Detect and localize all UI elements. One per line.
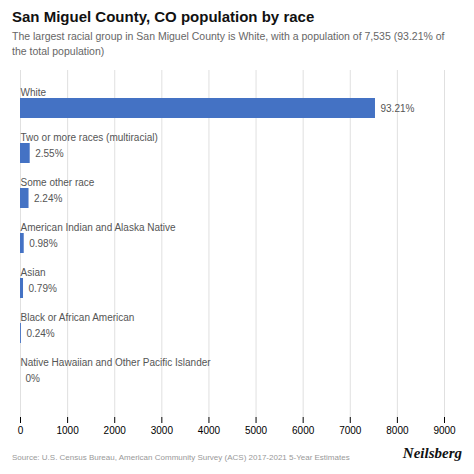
svg-text:Two or more races (multiracial: Two or more races (multiracial) xyxy=(21,133,158,144)
svg-text:3000: 3000 xyxy=(151,425,174,436)
svg-text:0: 0 xyxy=(18,425,24,436)
svg-text:0.98%: 0.98% xyxy=(29,238,57,249)
svg-text:2.24%: 2.24% xyxy=(34,193,62,204)
svg-text:Asian: Asian xyxy=(21,268,46,279)
svg-text:6000: 6000 xyxy=(292,425,315,436)
svg-text:2000: 2000 xyxy=(104,425,127,436)
svg-text:2.55%: 2.55% xyxy=(35,148,63,159)
svg-text:Black or African American: Black or African American xyxy=(21,313,135,324)
svg-text:8000: 8000 xyxy=(386,425,409,436)
html-text:The largest racial group in Sa: The largest racial group in San Miguel C… xyxy=(12,30,445,57)
svg-text:7000: 7000 xyxy=(339,425,362,436)
svg-text:0.24%: 0.24% xyxy=(26,328,54,339)
svg-text:0%: 0% xyxy=(26,373,41,384)
html-text:San Miguel County, CO populati: San Miguel County, CO population by race xyxy=(12,8,315,25)
svg-text:9000: 9000 xyxy=(433,425,456,436)
html-text:Neilsberg: Neilsberg xyxy=(402,445,462,462)
svg-text:Some other race: Some other race xyxy=(21,178,95,189)
svg-text:1000: 1000 xyxy=(56,425,79,436)
svg-text:0.79%: 0.79% xyxy=(29,283,57,294)
svg-text:93.21%: 93.21% xyxy=(380,103,414,114)
svg-text:White: White xyxy=(21,88,47,99)
svg-text:Native Hawaiian and Other Paci: Native Hawaiian and Other Pacific Island… xyxy=(21,358,212,369)
svg-text:4000: 4000 xyxy=(198,425,221,436)
html-text:Source: U.S. Census Bureau, Am: Source: U.S. Census Bureau, American Com… xyxy=(12,453,350,463)
svg-text:5000: 5000 xyxy=(245,425,268,436)
svg-text:American Indian and Alaska Nat: American Indian and Alaska Native xyxy=(21,223,177,234)
